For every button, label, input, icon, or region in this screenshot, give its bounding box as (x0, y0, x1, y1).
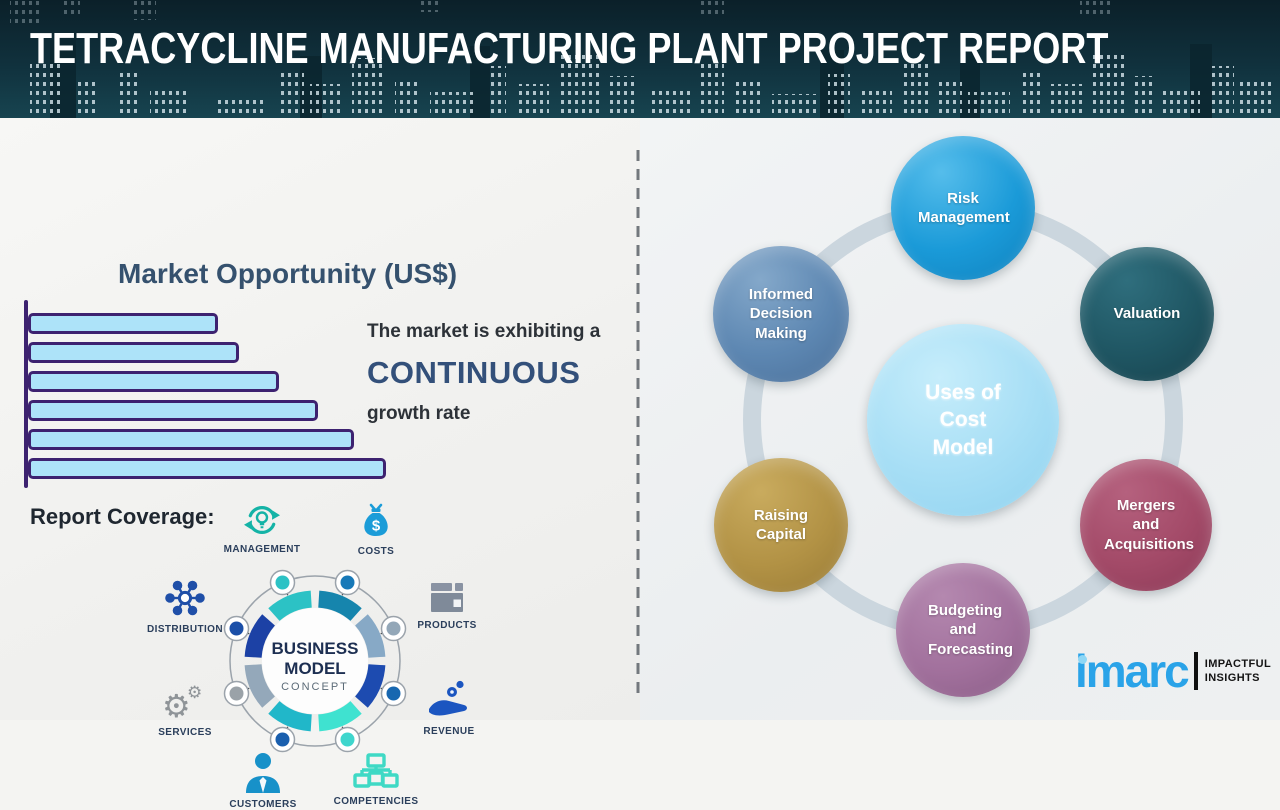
tagline-line1: IMPACTFUL (1204, 657, 1272, 670)
city-skyline-graphic (0, 0, 1280, 118)
bubble-risk-management: Risk Management (891, 136, 1035, 280)
coverage-label: CUSTOMERS (229, 799, 297, 810)
bubble-informed-decision-making: Informed Decision Making (713, 246, 849, 382)
bar (28, 458, 386, 479)
market-opportunity-bar-chart (28, 313, 386, 487)
coverage-item-competencies: COMPETENCIES (330, 752, 422, 807)
imarc-wordmark: imarc (1075, 645, 1190, 697)
bar (28, 342, 239, 363)
bubble-label: Uses of Cost Model (925, 381, 1001, 459)
coverage-item-costs: $ COSTS (338, 502, 414, 557)
bar (28, 313, 218, 334)
bubble-label: Mergers and Acquisitions (1104, 496, 1195, 553)
coverage-item-management: MANAGEMENT (222, 500, 302, 555)
network-hub-icon (165, 580, 205, 616)
coverage-item-services: ⚙ ⚙ SERVICES (140, 681, 230, 738)
page-title: TETRACYCLINE MANUFACTURING PLANT PROJECT… (30, 24, 1109, 73)
bubble-label: Raising Capital (753, 506, 809, 544)
bar (28, 400, 318, 421)
bubble-label: Informed Decision Making (748, 285, 814, 342)
coverage-label: COSTS (357, 546, 395, 557)
box-icon (431, 583, 463, 612)
hand-coins-icon (429, 680, 467, 716)
coverage-item-products: PRODUCTS (402, 578, 492, 631)
growth-emphasis: CONTINUOUS (367, 355, 581, 390)
bubble-budgeting-and-forecasting: Budgeting and Forecasting (896, 563, 1030, 697)
bubble-raising-capital: Raising Capital (714, 458, 848, 592)
coverage-label: MANAGEMENT (223, 544, 301, 555)
bubble-valuation: Valuation (1080, 247, 1214, 381)
bubble-uses-of-cost-model: Uses of Cost Model (867, 324, 1059, 516)
coverage-label: DISTRIBUTION (147, 624, 223, 635)
growth-line1: The market is exhibiting a (367, 321, 601, 342)
bubble-label: Risk Management (918, 189, 1010, 227)
coverage-label: COMPETENCIES (333, 796, 419, 807)
business-model-word1: BUSINESS (272, 639, 359, 658)
left-panel: Market Opportunity (US$) The market is e… (0, 118, 640, 810)
bubble-label: Valuation (1113, 305, 1181, 323)
header-banner: TETRACYCLINE MANUFACTURING PLANT PROJECT… (0, 0, 1280, 118)
business-model-word2: MODEL (284, 659, 345, 678)
business-model-word3: CONCEPT (281, 681, 349, 693)
uses-of-cost-model-diagram: Risk Management Informed Decision Making… (640, 118, 1280, 720)
i-dot (1078, 655, 1087, 664)
business-model-diagram: BUSINESS MODEL CONCEPT (223, 569, 407, 753)
svg-text:⚙: ⚙ (187, 683, 202, 703)
coverage-item-distribution: DISTRIBUTION (139, 576, 231, 635)
coverage-item-customers: CUSTOMERS (218, 751, 308, 810)
coverage-label: PRODUCTS (417, 620, 477, 631)
market-opportunity-title: Market Opportunity (US$) (118, 258, 458, 289)
bubble-label: Budgeting and Forecasting (928, 601, 1014, 658)
tagline-line2: INSIGHTS (1204, 672, 1260, 684)
management-cycle-icon (244, 506, 280, 534)
svg-text:$: $ (372, 518, 381, 535)
growth-annotation: The market is exhibiting a CONTINUOUS gr… (367, 321, 637, 425)
svg-text:⚙: ⚙ (162, 687, 191, 723)
bar (28, 429, 354, 450)
bar (28, 371, 279, 392)
growth-line2: growth rate (367, 403, 471, 424)
logo-divider-bar (1193, 652, 1198, 690)
coverage-item-revenue: REVENUE (404, 678, 494, 737)
person-icon (246, 753, 280, 793)
coverage-label: SERVICES (158, 727, 212, 738)
logo-tagline: IMPACTFUL INSIGHTS (1205, 657, 1271, 686)
coverage-label: REVENUE (423, 726, 475, 737)
org-chart-icon (353, 753, 399, 788)
report-coverage-label: Report Coverage: (30, 504, 215, 529)
chart-y-axis (24, 300, 28, 488)
gears-icon: ⚙ ⚙ (162, 683, 202, 723)
imarc-logo: imarc IMPACTFUL INSIGHTS (1075, 648, 1271, 694)
money-bag-icon: $ (364, 503, 388, 536)
bubble-mergers-and-acquisitions: Mergers and Acquisitions (1080, 459, 1212, 591)
